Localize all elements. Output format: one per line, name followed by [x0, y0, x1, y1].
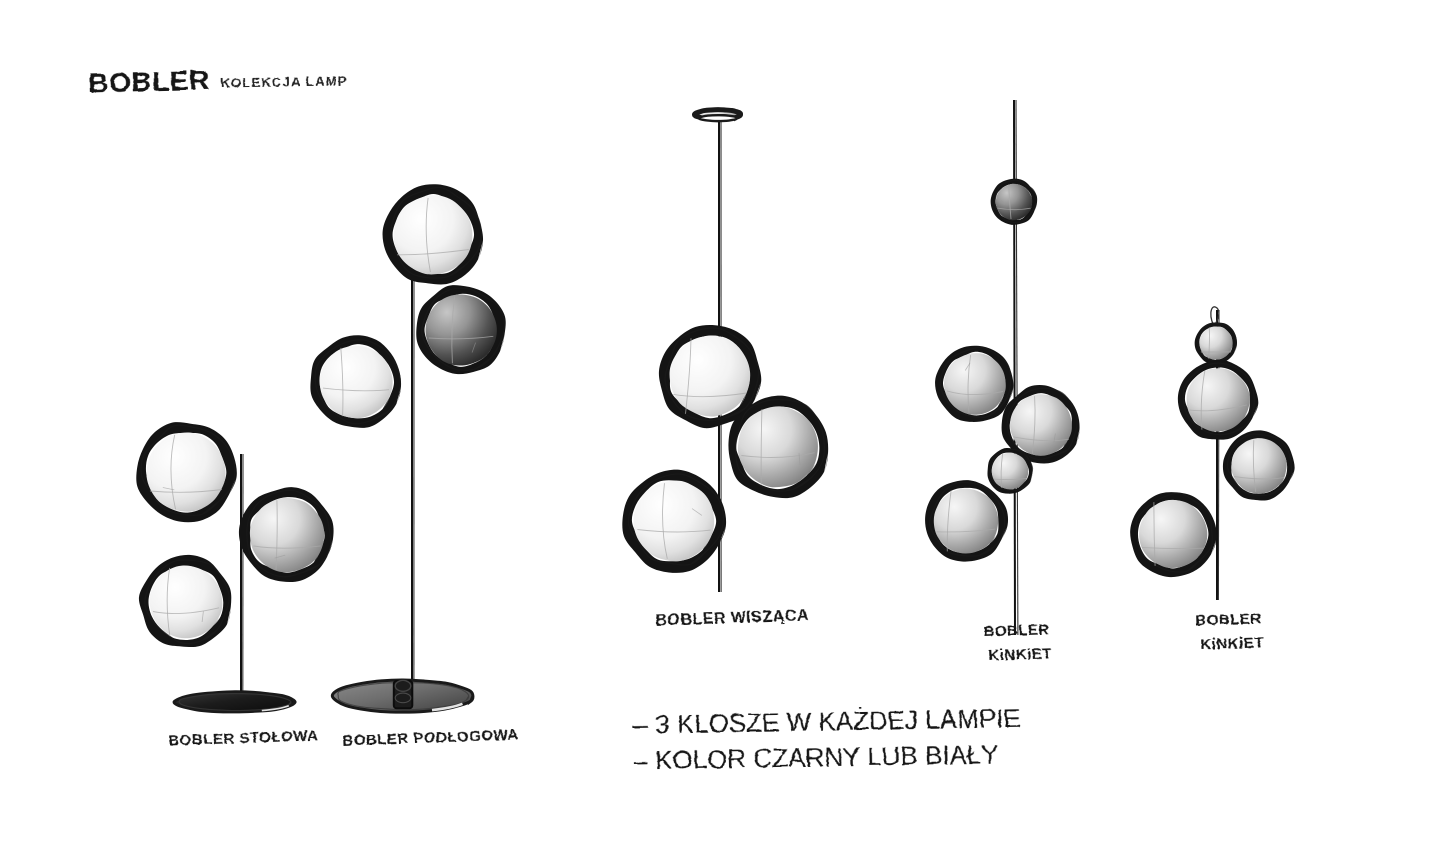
svg-text:BOBLER: BOBLER	[1195, 610, 1262, 629]
svg-text:KiNKiET: KiNKiET	[1200, 634, 1264, 653]
svg-text:– KOLOR CZARNY LUB BIAŁY: – KOLOR CZARNY LUB BIAŁY	[633, 739, 999, 775]
svg-text:KOLEKCJA LAMP: KOLEKCJA LAMP	[220, 73, 347, 90]
svg-text:BOBLER: BOBLER	[87, 64, 209, 98]
svg-text:BOBLER: BOBLER	[983, 621, 1050, 640]
svg-text:KiNKiET: KiNKiET	[988, 645, 1052, 664]
